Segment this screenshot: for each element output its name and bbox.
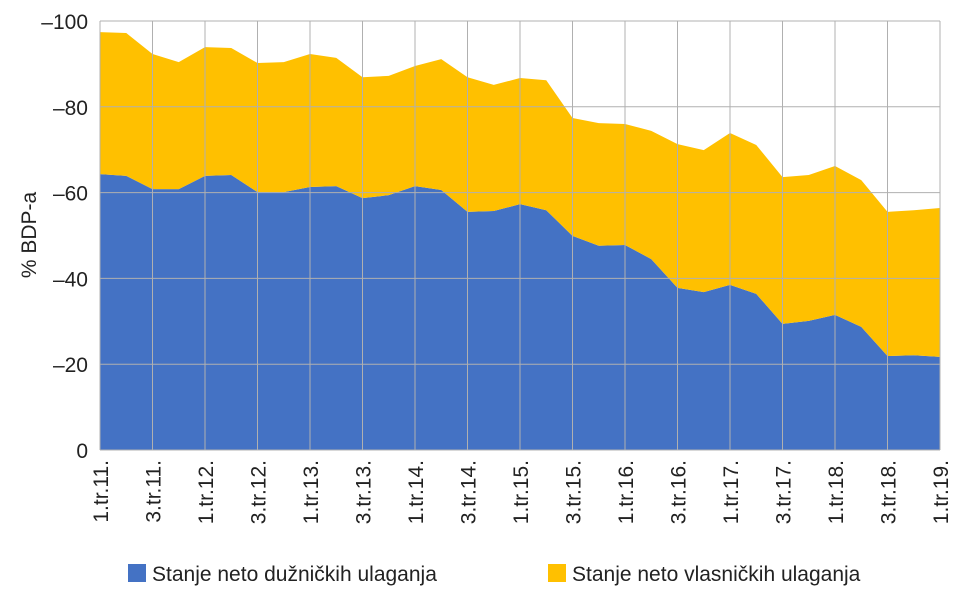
x-tick-label: 3.tr.14. bbox=[458, 460, 481, 524]
x-tick-label: 3.tr.17. bbox=[773, 460, 796, 524]
x-tick-label: 3.tr.18. bbox=[878, 460, 901, 524]
x-tick-label: 1.tr.17. bbox=[720, 460, 743, 524]
legend-label-equity: Stanje neto vlasničkih ulaganja bbox=[572, 563, 861, 586]
legend: Stanje neto dužničkih ulaganja Stanje ne… bbox=[128, 563, 861, 586]
x-tick-label: 1.tr.19. bbox=[930, 460, 953, 524]
x-tick-label: 1.tr.16. bbox=[615, 460, 638, 524]
x-tick-label: 1.tr.14. bbox=[405, 460, 428, 524]
x-tick-label: 3.tr.15. bbox=[563, 460, 586, 524]
x-tick-label: 3.tr.11. bbox=[143, 460, 166, 523]
y-tick-label: –40 bbox=[53, 268, 88, 291]
legend-swatch-equity bbox=[548, 564, 566, 582]
x-tick-label: 3.tr.12. bbox=[248, 460, 271, 524]
legend-label-debt: Stanje neto dužničkih ulaganja bbox=[152, 563, 437, 586]
x-tick-label: 1.tr.12. bbox=[195, 460, 218, 524]
y-tick-label: –20 bbox=[53, 354, 88, 377]
y-tick-label: 0 bbox=[76, 440, 88, 463]
x-tick-label: 1.tr.18. bbox=[825, 460, 848, 524]
y-tick-label: –60 bbox=[53, 183, 88, 206]
x-tick-label: 3.tr.16. bbox=[668, 460, 691, 524]
x-tick-label: 1.tr.15. bbox=[510, 460, 533, 524]
legend-swatch-debt bbox=[128, 564, 146, 582]
x-tick-label: 1.tr.11. bbox=[90, 460, 113, 523]
x-tick-label: 1.tr.13. bbox=[300, 460, 323, 524]
y-tick-label: –80 bbox=[53, 97, 88, 120]
y-axis-label: % BDP-a bbox=[18, 192, 41, 279]
x-tick-label: 3.tr.13. bbox=[353, 460, 376, 524]
y-tick-label: –100 bbox=[41, 11, 88, 34]
